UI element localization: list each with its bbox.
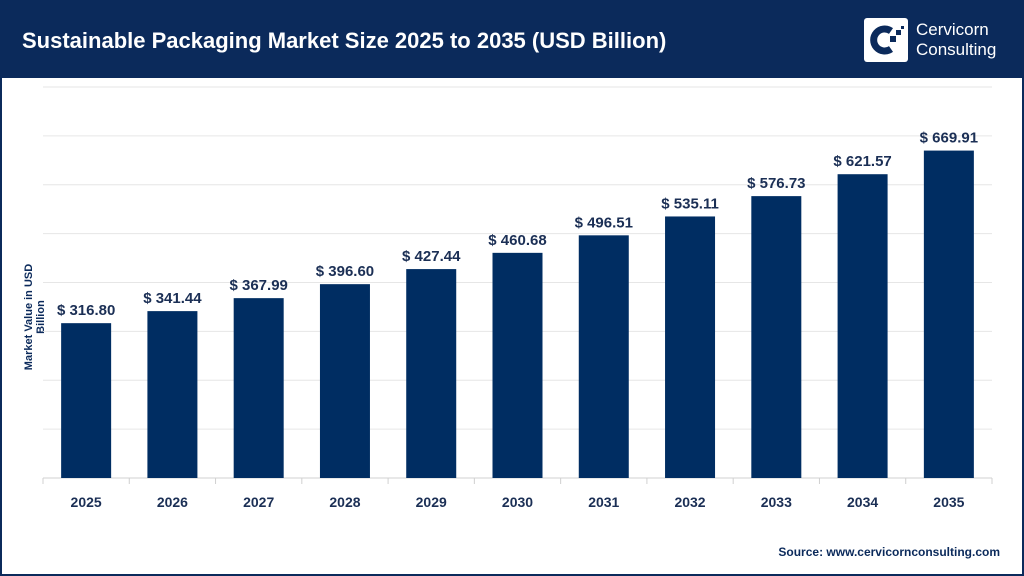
data-label-2025: $ 316.80	[57, 302, 115, 319]
cervicorn-logo: Cervicorn Consulting	[864, 18, 1004, 64]
x-tick-label-2028: 2028	[329, 494, 360, 510]
data-label-2034: $ 621.57	[833, 153, 891, 170]
data-label-2029: $ 427.44	[402, 248, 461, 265]
bar-2034	[837, 174, 888, 479]
header-band: Sustainable Packaging Market Size 2025 t…	[2, 2, 1022, 78]
chart-title: Sustainable Packaging Market Size 2025 t…	[22, 28, 667, 53]
bar-2029	[406, 269, 457, 478]
x-tick-label-2026: 2026	[157, 494, 188, 510]
bar-2030	[492, 252, 543, 478]
x-tick-label-2031: 2031	[588, 494, 619, 510]
bar-2033	[751, 196, 802, 478]
data-label-2027: $ 367.99	[229, 277, 287, 294]
x-tick-label-2032: 2032	[674, 494, 705, 510]
logo-text: Cervicorn Consulting	[916, 20, 996, 60]
bar-2026	[147, 311, 198, 478]
data-label-2032: $ 535.11	[661, 195, 719, 212]
data-label-2031: $ 496.51	[575, 214, 633, 231]
bar-2025	[61, 323, 112, 478]
logo-line-1: Cervicorn	[916, 20, 989, 39]
data-label-2028: $ 396.60	[316, 263, 374, 280]
x-tick-label-2029: 2029	[416, 494, 447, 510]
bar-2031	[578, 235, 629, 478]
x-tick-label-2035: 2035	[933, 494, 964, 510]
x-tick-label-2033: 2033	[761, 494, 792, 510]
bar-2035	[923, 150, 974, 478]
logo-icon	[864, 18, 908, 62]
x-tick-label-2034: 2034	[847, 494, 878, 510]
data-label-2033: $ 576.73	[747, 175, 805, 192]
x-tick-label-2027: 2027	[243, 494, 274, 510]
x-tick-label-2030: 2030	[502, 494, 533, 510]
logo-line-2: Consulting	[916, 40, 997, 59]
data-label-2035: $ 669.91	[920, 130, 978, 147]
bar-2032	[665, 216, 716, 479]
source-text: Source: www.cervicornconsulting.com	[778, 545, 1000, 559]
data-label-2030: $ 460.68	[488, 232, 546, 249]
data-label-2026: $ 341.44	[143, 290, 202, 307]
bar-2027	[233, 298, 284, 478]
bar-2028	[319, 284, 370, 478]
x-tick-label-2025: 2025	[71, 494, 102, 510]
